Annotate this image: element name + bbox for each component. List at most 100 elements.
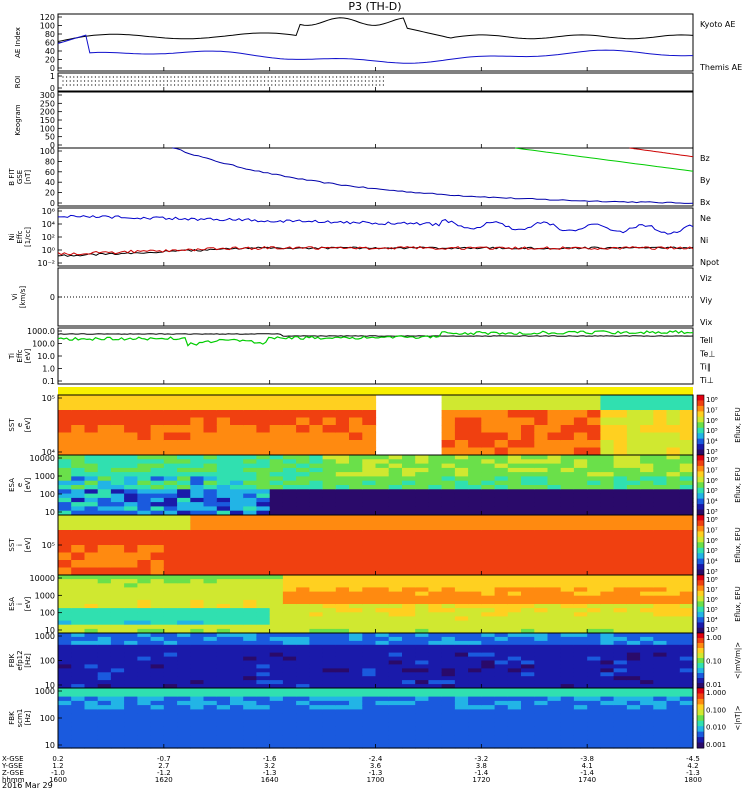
roi-dot — [310, 84, 312, 86]
esa_e-cell — [190, 463, 205, 469]
fbk_e-cell — [124, 636, 138, 642]
fbk_e-cell — [335, 633, 350, 638]
sst_e-cell — [507, 425, 522, 434]
esa_e-cell — [296, 480, 310, 486]
fbk_b-cell — [441, 700, 456, 706]
esa_i-cell — [362, 616, 377, 622]
esa_e-cell — [349, 476, 363, 482]
esa_i-cell — [415, 616, 429, 622]
sst_e-cell — [216, 440, 231, 449]
roi-dot — [307, 84, 309, 86]
sst_i-cell — [626, 522, 641, 531]
esa_e-cell — [454, 497, 469, 503]
esa_i-cell — [256, 575, 271, 580]
sst_e-cell — [296, 417, 310, 426]
sst_e-cell — [203, 447, 218, 456]
esa_i-cell — [547, 624, 562, 630]
esa_i-cell — [177, 624, 191, 630]
fbk_b-cell — [150, 726, 165, 732]
roi-dot — [202, 84, 204, 86]
roi-dot — [98, 84, 100, 86]
fbk_b-cell — [203, 688, 218, 693]
sst_e-cell — [243, 440, 257, 449]
roi-dot — [249, 76, 251, 78]
fbk_b-cell — [640, 743, 654, 749]
esa_e-cbar-cell — [697, 490, 704, 494]
sst_e-cbar-cell — [697, 449, 704, 453]
fbk_b-cell — [322, 735, 337, 740]
esa_e-cell — [666, 497, 681, 503]
sst_e-cell — [573, 395, 588, 404]
sst_e-cell — [137, 410, 152, 419]
esa_e-cell — [150, 463, 165, 469]
esa_i-cell — [177, 612, 191, 617]
esa_e-cell — [494, 472, 509, 477]
esa_e-cell — [110, 467, 125, 473]
fbk_e-cell — [282, 684, 297, 689]
roi-dot — [127, 84, 129, 86]
fbk_e-cell — [71, 676, 85, 681]
esa_i-cell — [481, 624, 496, 630]
esa_e-cell — [256, 463, 271, 469]
esa_i-cell — [309, 595, 324, 601]
roi-dot — [184, 76, 186, 78]
esa_i-cell — [640, 587, 654, 593]
fbk_e-cell — [150, 633, 165, 638]
sst_i-cell — [600, 515, 615, 524]
fbk_b-cell — [322, 692, 337, 698]
sst_i-cell — [441, 567, 456, 576]
sst_e-cell — [494, 402, 509, 411]
fbk_b-cell — [124, 705, 138, 710]
esa_e-cell — [587, 502, 601, 507]
fbk_e-cell — [375, 680, 390, 685]
esa_i-cell — [71, 604, 85, 609]
fbk_b-cell — [481, 700, 496, 706]
esa_i-cell — [84, 624, 99, 630]
sst_i-cell — [58, 522, 72, 531]
esa_i-cell — [402, 591, 416, 597]
fbk_b-cell — [84, 743, 99, 749]
esa_e-cell — [362, 493, 377, 499]
fbk_b-cell — [626, 718, 641, 723]
esa_i-cell — [428, 620, 443, 626]
fbk_e-cell — [494, 664, 509, 669]
fbk_b-cell — [150, 718, 165, 723]
esa_i-cell — [600, 595, 615, 601]
roi-dot — [94, 76, 96, 78]
roi-dot — [87, 80, 89, 82]
esa_e-cell — [97, 493, 112, 499]
sst_i-cell — [481, 560, 496, 569]
esa_e-cell — [349, 493, 363, 499]
sst_i-cell — [335, 537, 350, 546]
sst_e-cell — [84, 432, 99, 441]
fbk_b-cell — [362, 739, 377, 745]
vi-ylabel: [km/s] — [19, 286, 27, 309]
esa_e-cell — [560, 497, 575, 503]
sst_i-cell — [454, 560, 469, 569]
esa_e-cell — [71, 493, 85, 499]
fbk_b-cell — [613, 743, 628, 749]
esa_i-cell — [640, 604, 654, 609]
sst_e-cell — [163, 432, 178, 441]
esa_e-cell — [243, 472, 257, 477]
esa_e-cell — [296, 472, 310, 477]
roi-dot — [253, 80, 255, 82]
esa_e-cell — [335, 463, 350, 469]
fbk_b-cell — [362, 722, 377, 728]
fbk_b-cell — [441, 726, 456, 732]
esa_e-cell — [600, 459, 615, 465]
fbk_b-cell — [84, 718, 99, 723]
esa_e-cell — [243, 480, 257, 486]
esa_e-cell — [150, 489, 165, 495]
sst_i-cbar-cell — [697, 564, 704, 568]
esa_i-cell — [230, 579, 244, 584]
esa_e-ytick-label: 10 — [45, 508, 55, 517]
esa_e-cell — [230, 502, 244, 507]
esa_e-cell — [163, 476, 178, 482]
esa_e-cell — [269, 480, 284, 486]
fbk_b-cell — [468, 696, 482, 702]
esa_i-cell — [296, 628, 310, 634]
esa_i-cell — [388, 587, 403, 593]
sst_e-ylabel: [eV] — [24, 417, 32, 432]
fbk_b-cell — [58, 743, 72, 749]
